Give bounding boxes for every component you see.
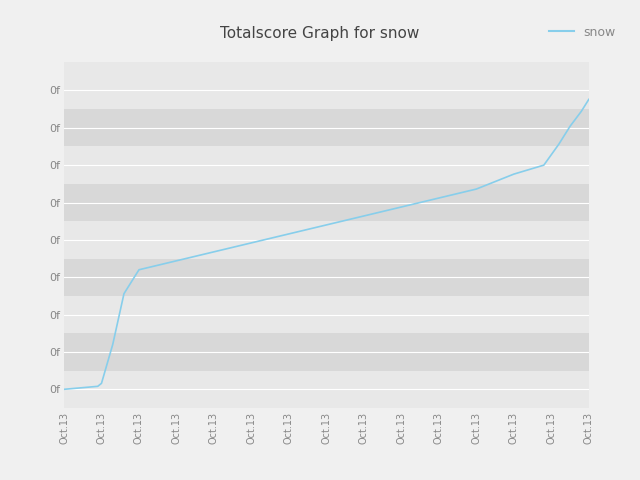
Bar	[64, 371, 589, 408]
Line: snow: snow	[64, 99, 589, 389]
Bar	[64, 296, 589, 333]
snow	[435, 195, 443, 201]
snow	[248, 240, 255, 246]
snow	[585, 96, 593, 102]
snow	[98, 381, 106, 386]
snow	[360, 213, 368, 219]
Text: Totalscore Graph for snow: Totalscore Graph for snow	[220, 26, 420, 41]
Bar	[64, 184, 589, 221]
snow	[120, 291, 128, 297]
Bar	[64, 72, 589, 109]
Bar	[64, 221, 589, 259]
snow	[540, 162, 548, 168]
snow	[94, 384, 102, 389]
snow	[510, 171, 518, 177]
Bar	[64, 259, 589, 296]
snow	[555, 141, 563, 147]
snow	[472, 186, 480, 192]
snow	[323, 222, 330, 228]
snow	[566, 123, 574, 129]
Bar	[64, 333, 589, 371]
snow	[173, 258, 180, 264]
snow	[60, 386, 68, 392]
Bar	[64, 109, 589, 146]
snow	[109, 342, 116, 348]
snow	[397, 204, 405, 210]
snow	[285, 231, 292, 237]
Bar	[64, 146, 589, 184]
snow	[135, 267, 143, 273]
snow	[210, 249, 218, 255]
Legend: snow: snow	[544, 21, 621, 44]
snow	[577, 108, 585, 114]
